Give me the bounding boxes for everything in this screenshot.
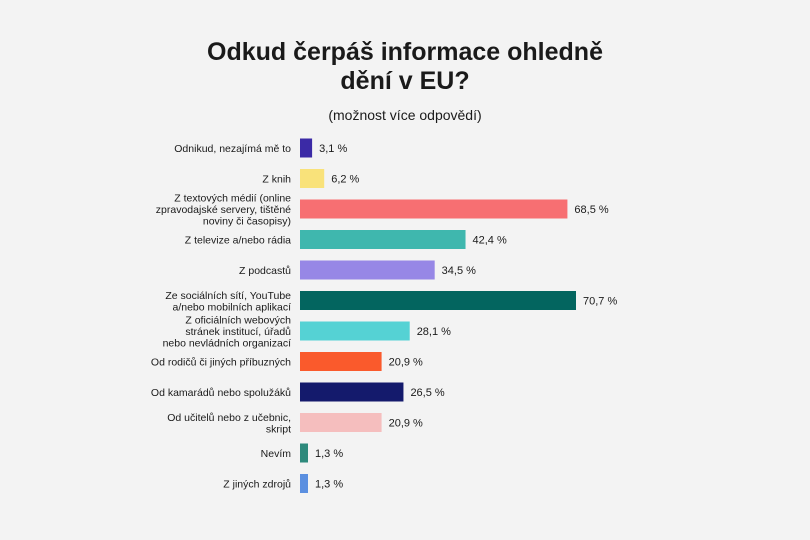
value-label: 6,2 % (331, 174, 359, 186)
category-label: Nevím (261, 448, 292, 460)
value-label: 1,3 % (315, 479, 343, 491)
chart-title: Odkud čerpáš informace ohledně dění v EU… (0, 38, 810, 96)
bar (300, 291, 576, 310)
bar (300, 443, 308, 463)
value-label: 70,7 % (583, 296, 617, 308)
bar (300, 413, 382, 432)
value-label: 26,5 % (410, 387, 444, 399)
bar (300, 138, 313, 158)
value-label: 28,1 % (417, 326, 451, 338)
value-label: 20,9 % (389, 357, 423, 369)
bar (300, 321, 410, 341)
value-label: 68,5 % (574, 204, 608, 216)
category-label: Z oficiálních webových stránek institucí,… (163, 315, 292, 350)
category-label: Ze sociálních sítí, YouTube a/nebo mobiln… (165, 290, 291, 314)
category-label: Od rodičů či jiných příbuzných (151, 357, 291, 369)
category-label: Z televize a/nebo rádia (185, 235, 291, 247)
bar (300, 352, 382, 371)
chart-title-line-2: dění v EU? (340, 67, 470, 95)
category-label: Odnikud, nezajímá mě to (174, 143, 291, 155)
category-label: Z textových médií (online zpravodajské se… (156, 193, 291, 228)
category-label: Od kamarádů nebo spolužáků (151, 387, 291, 399)
bar (300, 474, 308, 493)
value-label: 1,3 % (315, 448, 343, 460)
bar (300, 230, 466, 249)
bar (300, 169, 325, 188)
value-label: 42,4 % (473, 235, 507, 247)
category-label: Z jiných zdrojů (223, 479, 291, 491)
bar (300, 382, 404, 402)
value-label: 34,5 % (442, 265, 476, 277)
value-label: 20,9 % (389, 418, 423, 430)
category-label: Od učitelů nebo z učebnic, skript (167, 412, 291, 436)
chart-title-line-1: Odkud čerpáš informace ohledně (207, 38, 603, 66)
chart-subtitle: (možnost více odpovědí) (328, 107, 482, 123)
category-label: Z knih (262, 174, 291, 186)
value-label: 3,1 % (319, 143, 347, 155)
category-label: Z podcastů (239, 265, 291, 277)
bar (300, 260, 435, 280)
bar (300, 199, 568, 219)
